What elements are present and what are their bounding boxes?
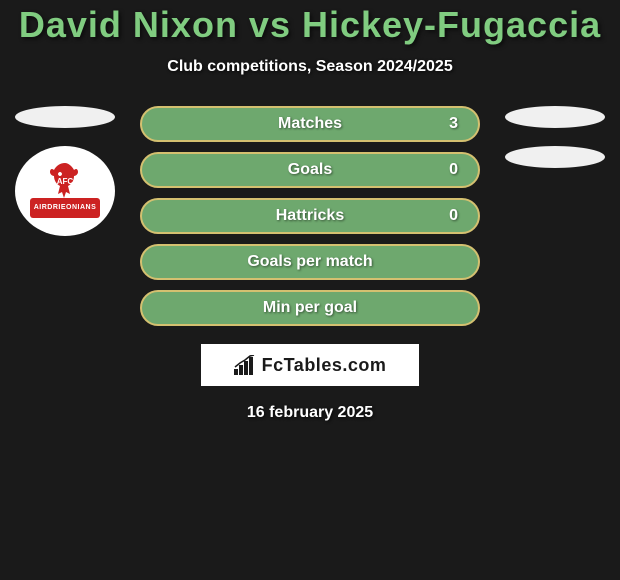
comparison-widget: David Nixon vs Hickey-Fugaccia Club comp… — [0, 0, 620, 422]
date-text: 16 february 2025 — [0, 404, 620, 422]
stat-value: 0 — [449, 207, 458, 225]
stat-value: 0 — [449, 161, 458, 179]
content-row: AFC AIRDRIEONIANS Matches 3 Goals 0 Hatt… — [0, 106, 620, 326]
badge-banner: AIRDRIEONIANS — [30, 198, 100, 218]
left-placeholder-ellipse — [15, 106, 115, 128]
stat-row-goals: Goals 0 — [140, 152, 480, 188]
right-placeholder-ellipse-2 — [505, 146, 605, 168]
club-badge: AFC AIRDRIEONIANS — [15, 146, 115, 236]
stat-label: Hattricks — [276, 207, 344, 225]
logo-text: FcTables.com — [262, 355, 387, 376]
chart-icon — [234, 355, 256, 375]
stat-label: Matches — [278, 115, 342, 133]
logo-box: FcTables.com — [201, 344, 419, 386]
right-placeholder-ellipse-1 — [505, 106, 605, 128]
subtitle: Club competitions, Season 2024/2025 — [0, 58, 620, 76]
svg-text:AFC: AFC — [57, 177, 74, 186]
right-column — [500, 106, 610, 326]
stat-row-goals-per-match: Goals per match — [140, 244, 480, 280]
stat-label: Min per goal — [263, 299, 357, 317]
stat-label: Goals per match — [247, 253, 372, 271]
stat-row-min-per-goal: Min per goal — [140, 290, 480, 326]
stat-label: Goals — [288, 161, 332, 179]
stat-value: 3 — [449, 115, 458, 133]
page-title: David Nixon vs Hickey-Fugaccia — [0, 4, 620, 46]
left-column: AFC AIRDRIEONIANS — [10, 106, 120, 326]
stat-row-hattricks: Hattricks 0 — [140, 198, 480, 234]
badge-inner: AFC AIRDRIEONIANS — [30, 156, 100, 226]
stats-column: Matches 3 Goals 0 Hattricks 0 Goals per … — [140, 106, 480, 326]
stat-row-matches: Matches 3 — [140, 106, 480, 142]
